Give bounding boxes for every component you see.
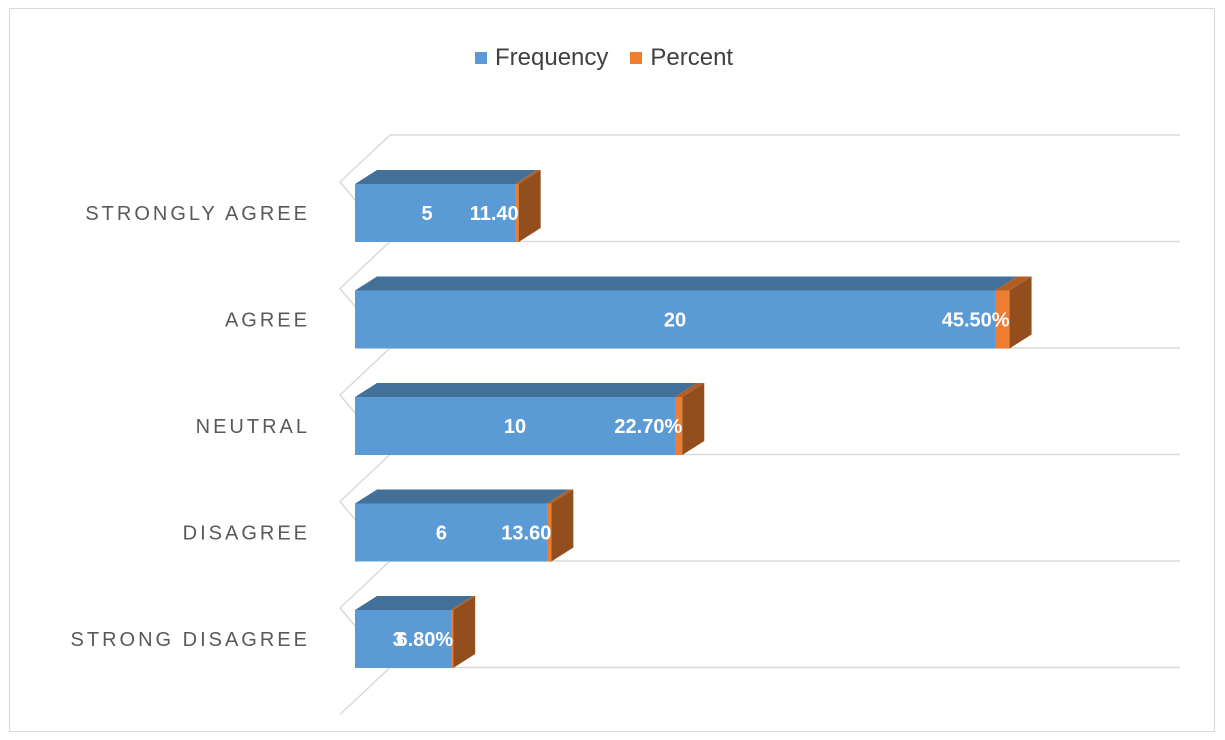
bar-end-cap	[682, 383, 705, 455]
data-label-frequency: 10	[504, 416, 526, 438]
bar-frequency	[355, 290, 995, 349]
category-label: DISAGREE	[183, 523, 310, 545]
bar-frequency-top	[355, 276, 1017, 291]
bar-percent	[451, 610, 454, 668]
bar-end-cap	[453, 596, 476, 668]
data-label-percent: 13.60	[501, 523, 551, 545]
bar-percent	[547, 503, 552, 562]
legend-label-percent: Percent	[650, 44, 734, 71]
bar-percent-top	[547, 489, 574, 504]
category-label: AGREE	[225, 310, 310, 332]
legend-item-percent: Percent	[630, 44, 733, 72]
data-label-frequency: 6	[436, 523, 447, 545]
bar-frequency	[355, 184, 515, 242]
data-label-percent: 22.70%	[614, 416, 682, 438]
bar-percent-top	[675, 383, 705, 397]
bar-end-cap	[518, 170, 541, 242]
bar-frequency	[355, 610, 451, 668]
data-label-percent: 45.50%	[942, 310, 1010, 332]
data-label-percent: 11.40	[470, 203, 519, 225]
bar-percent-top	[515, 170, 541, 184]
category-label: STRONG DISAGREE	[71, 629, 310, 651]
bar-end-cap	[1009, 276, 1032, 349]
category-label: NEUTRAL	[196, 416, 310, 438]
legend: Frequency Percent	[475, 44, 733, 72]
bar-percent	[995, 290, 1010, 349]
bar-frequency-top	[355, 383, 697, 397]
data-label-percent: 6.80%	[396, 629, 453, 651]
legend-item-frequency: Frequency	[475, 44, 608, 72]
bar-frequency-top	[355, 489, 569, 504]
chart-area	[9, 8, 1215, 732]
bar-percent	[515, 184, 519, 242]
bar-frequency	[355, 397, 675, 455]
legend-label-frequency: Frequency	[495, 44, 609, 71]
data-label-frequency: 3	[393, 629, 404, 651]
bar-frequency	[355, 503, 547, 562]
bar-percent	[675, 397, 683, 455]
category-label: STRONGLY AGREE	[85, 203, 310, 225]
bar-percent-top	[995, 276, 1032, 291]
data-label-frequency: 5	[421, 203, 432, 225]
data-label-frequency: 20	[664, 310, 686, 332]
bar-frequency-top	[355, 170, 537, 184]
bar-end-cap	[551, 489, 574, 562]
bar-frequency-top	[355, 596, 473, 610]
bar-percent-top	[451, 596, 476, 610]
legend-swatch-percent	[630, 52, 643, 64]
legend-swatch-frequency	[475, 52, 487, 64]
